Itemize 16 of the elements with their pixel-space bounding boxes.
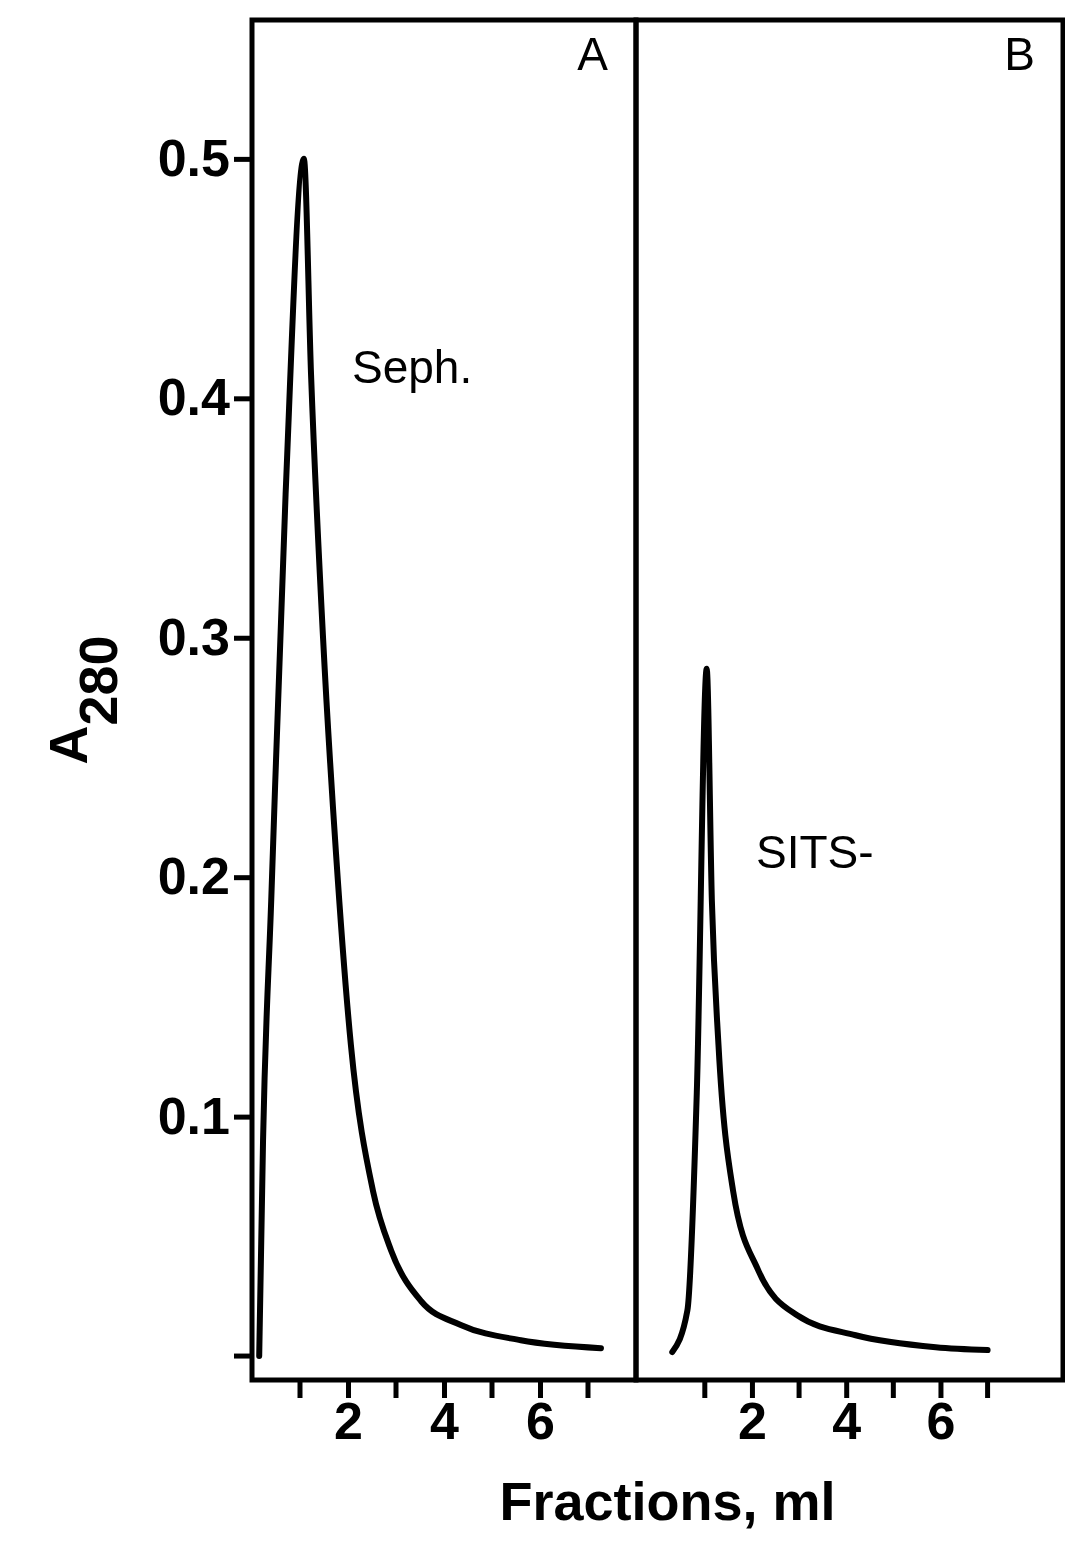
annotation: Seph. bbox=[352, 341, 473, 393]
y-tick-label: 0.2 bbox=[157, 847, 230, 906]
annotation: B bbox=[1004, 28, 1035, 80]
x-tick-label: 2 bbox=[737, 1391, 767, 1450]
y-tick-label: 0.4 bbox=[157, 368, 231, 427]
y-tick-label: 0.1 bbox=[157, 1086, 230, 1145]
x-axis-title: Fractions, ml bbox=[499, 1471, 836, 1531]
x-tick-label: 4 bbox=[430, 1391, 460, 1450]
x-tick-label: 6 bbox=[526, 1391, 555, 1450]
y-tick-label: 0.5 bbox=[157, 129, 230, 188]
y-tick-label: 0.3 bbox=[157, 607, 230, 666]
x-tick-label: 6 bbox=[926, 1391, 956, 1450]
annotation: SITS- bbox=[756, 826, 874, 878]
x-tick-label: 4 bbox=[832, 1391, 862, 1450]
annotation: A bbox=[577, 28, 609, 80]
x-tick-label: 2 bbox=[334, 1391, 363, 1450]
